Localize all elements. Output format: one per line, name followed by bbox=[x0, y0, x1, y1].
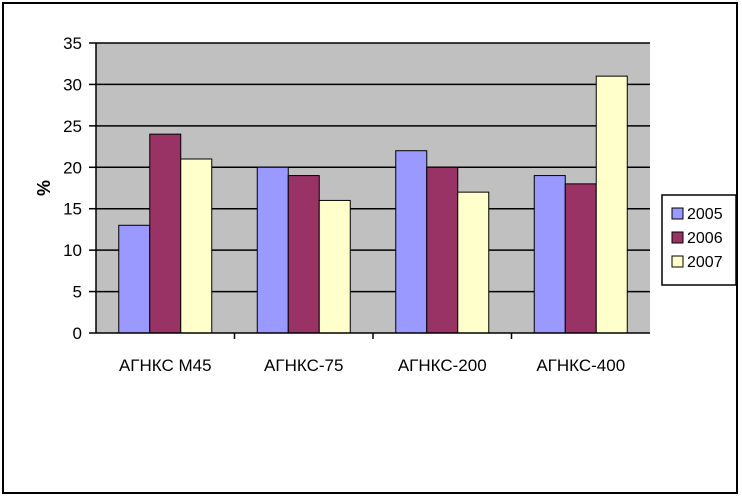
legend-label-2005: 2005 bbox=[687, 206, 723, 223]
bar-2005-1 bbox=[256, 166, 289, 334]
bar-2007-2 bbox=[457, 191, 490, 334]
x-category-label: АГНКС-75 bbox=[264, 356, 343, 375]
y-tick-label: 10 bbox=[63, 241, 82, 260]
bar-2006-2 bbox=[426, 166, 459, 334]
legend-swatch-2007 bbox=[671, 255, 684, 268]
bar-2007-1 bbox=[318, 199, 351, 334]
y-tick-label: 30 bbox=[63, 75, 82, 94]
legend: 2005 2006 2007 bbox=[661, 194, 737, 286]
x-category-labels: АГНКС М45 АГНКС-75 АГНКС-200 АГНКС-400 bbox=[119, 356, 625, 375]
bar-2005-2 bbox=[395, 150, 428, 334]
y-tick-label: 0 bbox=[73, 324, 82, 343]
axes bbox=[89, 42, 650, 339]
legend-swatch-2005 bbox=[671, 207, 684, 220]
bar-2006-3 bbox=[564, 183, 597, 334]
y-tick-label: 20 bbox=[63, 158, 82, 177]
x-category-label: АГНКС-200 bbox=[398, 356, 487, 375]
y-tick-label: 35 bbox=[63, 34, 82, 53]
x-category-label: АГНКС М45 bbox=[119, 356, 212, 375]
bar-2005-0 bbox=[118, 224, 151, 334]
legend-swatch-2006 bbox=[671, 231, 684, 244]
y-tick-label: 15 bbox=[63, 200, 82, 219]
bar-2006-1 bbox=[287, 175, 320, 334]
bar-2006-0 bbox=[149, 133, 182, 334]
y-tick-label: 25 bbox=[63, 117, 82, 136]
legend-label-2006: 2006 bbox=[687, 230, 723, 247]
legend-label-2007: 2007 bbox=[687, 254, 723, 271]
bar-2007-3 bbox=[595, 75, 628, 334]
y-axis-label: % bbox=[34, 180, 54, 196]
bar-2007-0 bbox=[180, 158, 213, 334]
y-tick-labels: 0 5 10 15 20 25 30 35 bbox=[63, 34, 82, 343]
x-category-label: АГНКС-400 bbox=[536, 356, 625, 375]
bar-2005-3 bbox=[533, 175, 566, 334]
y-tick-label: 5 bbox=[73, 283, 82, 302]
